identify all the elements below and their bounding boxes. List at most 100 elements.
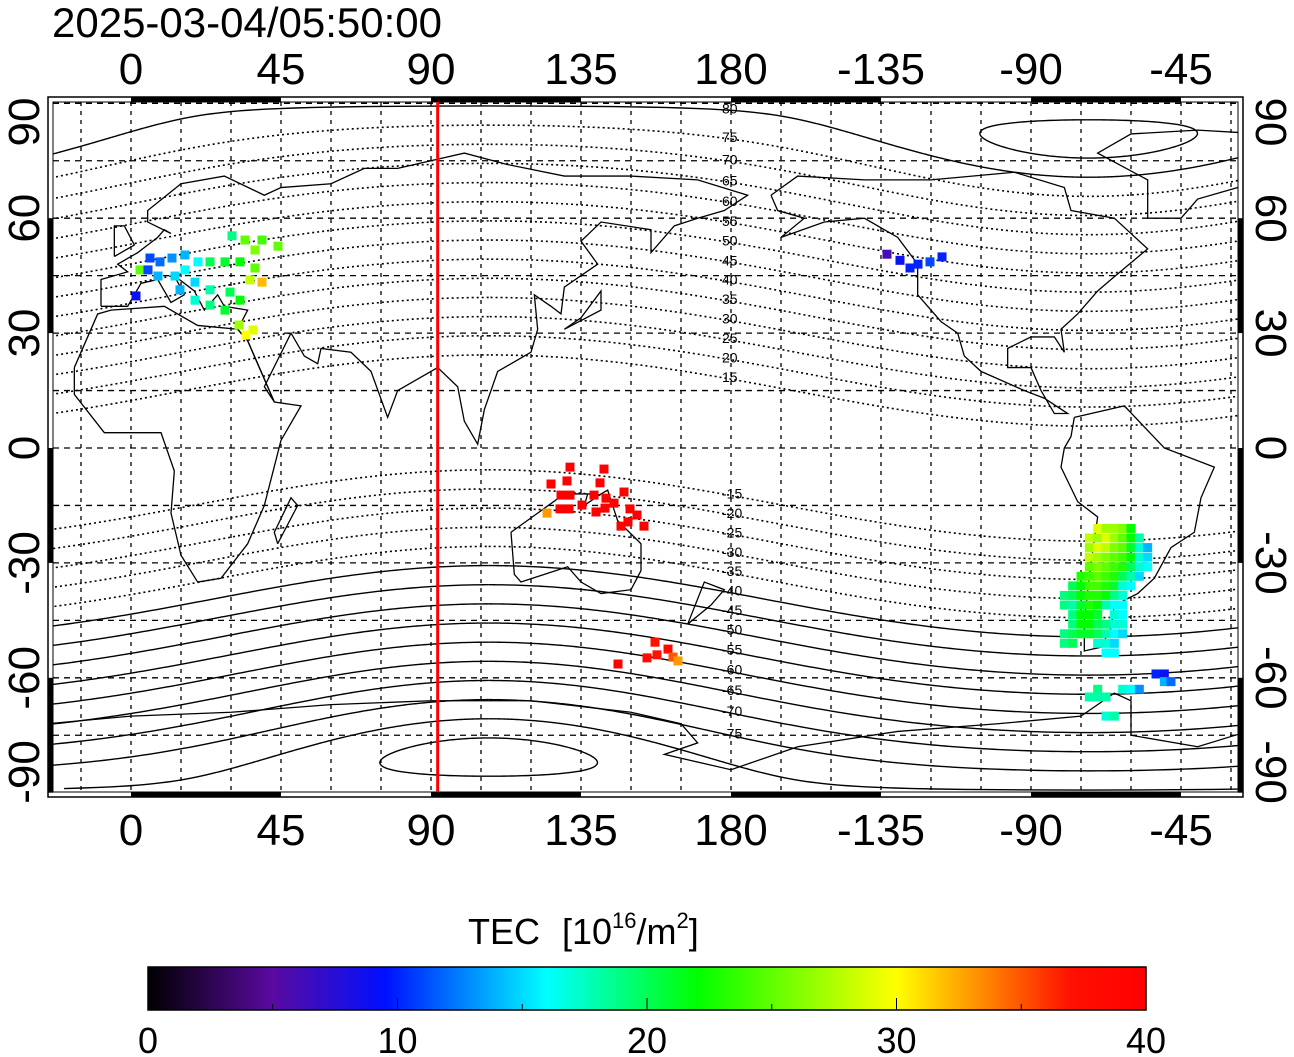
maglat-contour-line [488, 718, 1238, 791]
axis-bar-top [431, 97, 581, 102]
tec-point [1076, 610, 1086, 620]
axis-bar-bottom [131, 792, 281, 797]
maglat-contour-line [53, 469, 489, 531]
tec-point [556, 490, 566, 500]
contour-label: 40 [722, 272, 738, 288]
tec-point [220, 257, 230, 267]
tec-point [609, 498, 619, 508]
maglat-contour-line [53, 698, 489, 766]
maglat-contour-line [488, 162, 1238, 236]
top-lon-label: 90 [407, 45, 456, 94]
tec-point [1101, 562, 1111, 572]
tec-point [145, 253, 155, 263]
tec-point [1093, 533, 1103, 543]
right-latitude-labels: 90 60 30 0 -30 -60 -90 [1246, 98, 1294, 804]
maglat-contour-line [379, 737, 599, 777]
tec-point [1109, 610, 1119, 620]
tec-point [143, 265, 153, 275]
maglat-contour-line [979, 119, 1199, 159]
tec-point [882, 249, 892, 259]
tec-point [1059, 590, 1069, 600]
tec-point [673, 656, 683, 666]
tec-point [591, 507, 601, 517]
tec-point [895, 255, 905, 265]
left-lat-label: -60 [0, 646, 49, 710]
maglat-contour-line [488, 258, 1238, 332]
tec-point [1101, 711, 1111, 721]
maglat-contour-line [488, 277, 1238, 351]
coastline [273, 496, 299, 545]
left-lat-label: -90 [0, 740, 49, 804]
coastline [73, 305, 303, 583]
colorbar-tick-label: 0 [138, 1020, 158, 1057]
colorbar-unit-prefix: [10 [562, 911, 612, 952]
right-lat-label: 30 [1246, 309, 1294, 358]
top-longitude-labels: 0 45 90 135 180 -135 -90 -45 [119, 45, 1213, 94]
coastline [1096, 129, 1238, 219]
tec-point [1084, 610, 1094, 620]
tec-point [1101, 523, 1111, 533]
plot-frame-outer [47, 96, 1244, 798]
tec-point [1143, 543, 1153, 553]
tec-point [1126, 543, 1136, 553]
tec-point [1118, 562, 1128, 572]
tec-point [1134, 543, 1144, 553]
tec-point [1068, 581, 1078, 591]
tec-point [1118, 684, 1128, 694]
tec-point [205, 300, 215, 310]
top-lon-label: -135 [837, 45, 925, 94]
tec-point [1118, 610, 1128, 620]
tec-point [1126, 533, 1136, 543]
contour-label: -25 [722, 524, 742, 540]
tec-point [1093, 619, 1103, 629]
tec-point [555, 504, 565, 514]
tec-point [1068, 590, 1078, 600]
colorbar-unit-exponent2: 2 [677, 908, 689, 933]
bottom-lon-label: 135 [544, 806, 617, 855]
tec-point [1084, 571, 1094, 581]
left-latitude-labels: 90 60 30 0 -30 -60 -90 [0, 98, 49, 804]
right-lat-label: -60 [1246, 646, 1294, 710]
tec-point [1118, 629, 1128, 639]
maglat-contour-line [53, 277, 489, 337]
colorbar-tick-label: 20 [627, 1020, 667, 1057]
tec-point [619, 487, 629, 497]
tec-point [599, 464, 609, 474]
right-lat-label: -30 [1246, 531, 1294, 595]
contour-label: 60 [722, 193, 738, 209]
top-lon-label: 0 [119, 45, 143, 94]
tec-point [1118, 600, 1128, 610]
bottom-longitude-labels: 0 45 90 135 180 -135 -90 -45 [119, 806, 1213, 855]
coastline [100, 152, 750, 446]
maglat-contour-line [488, 545, 1238, 619]
contour-label: -35 [722, 563, 742, 579]
tec-point [1093, 571, 1103, 581]
tec-point [1093, 581, 1103, 591]
tec-point [1109, 648, 1119, 658]
right-lat-label: 0 [1246, 436, 1294, 460]
contour-label: 80 [722, 101, 738, 117]
colorbar: TEC [1016/m2] 0 10 20 30 40 [138, 908, 1166, 1057]
tec-point [1109, 711, 1119, 721]
tec-point [1068, 600, 1078, 610]
tec-point [1134, 684, 1144, 694]
tec-point [1093, 523, 1103, 533]
contour-label: -45 [722, 602, 742, 618]
tec-point [1084, 590, 1094, 600]
colorbar-tick-label: 10 [377, 1020, 417, 1057]
maglat-contour-line [488, 181, 1238, 255]
contour-label: 20 [722, 349, 738, 365]
tec-point [1101, 552, 1111, 562]
contour-label: -50 [722, 622, 742, 638]
tec-point [235, 257, 245, 267]
tec-point [180, 250, 190, 260]
bottom-lon-label: -135 [837, 806, 925, 855]
left-lat-label: 30 [0, 309, 49, 358]
contour-label: 30 [722, 311, 738, 327]
tec-point [155, 257, 165, 267]
tec-point [613, 659, 623, 669]
tec-point [616, 521, 626, 531]
tec-point [273, 241, 283, 251]
bottom-lon-label: 45 [257, 806, 306, 855]
contour-label: 70 [722, 151, 738, 167]
